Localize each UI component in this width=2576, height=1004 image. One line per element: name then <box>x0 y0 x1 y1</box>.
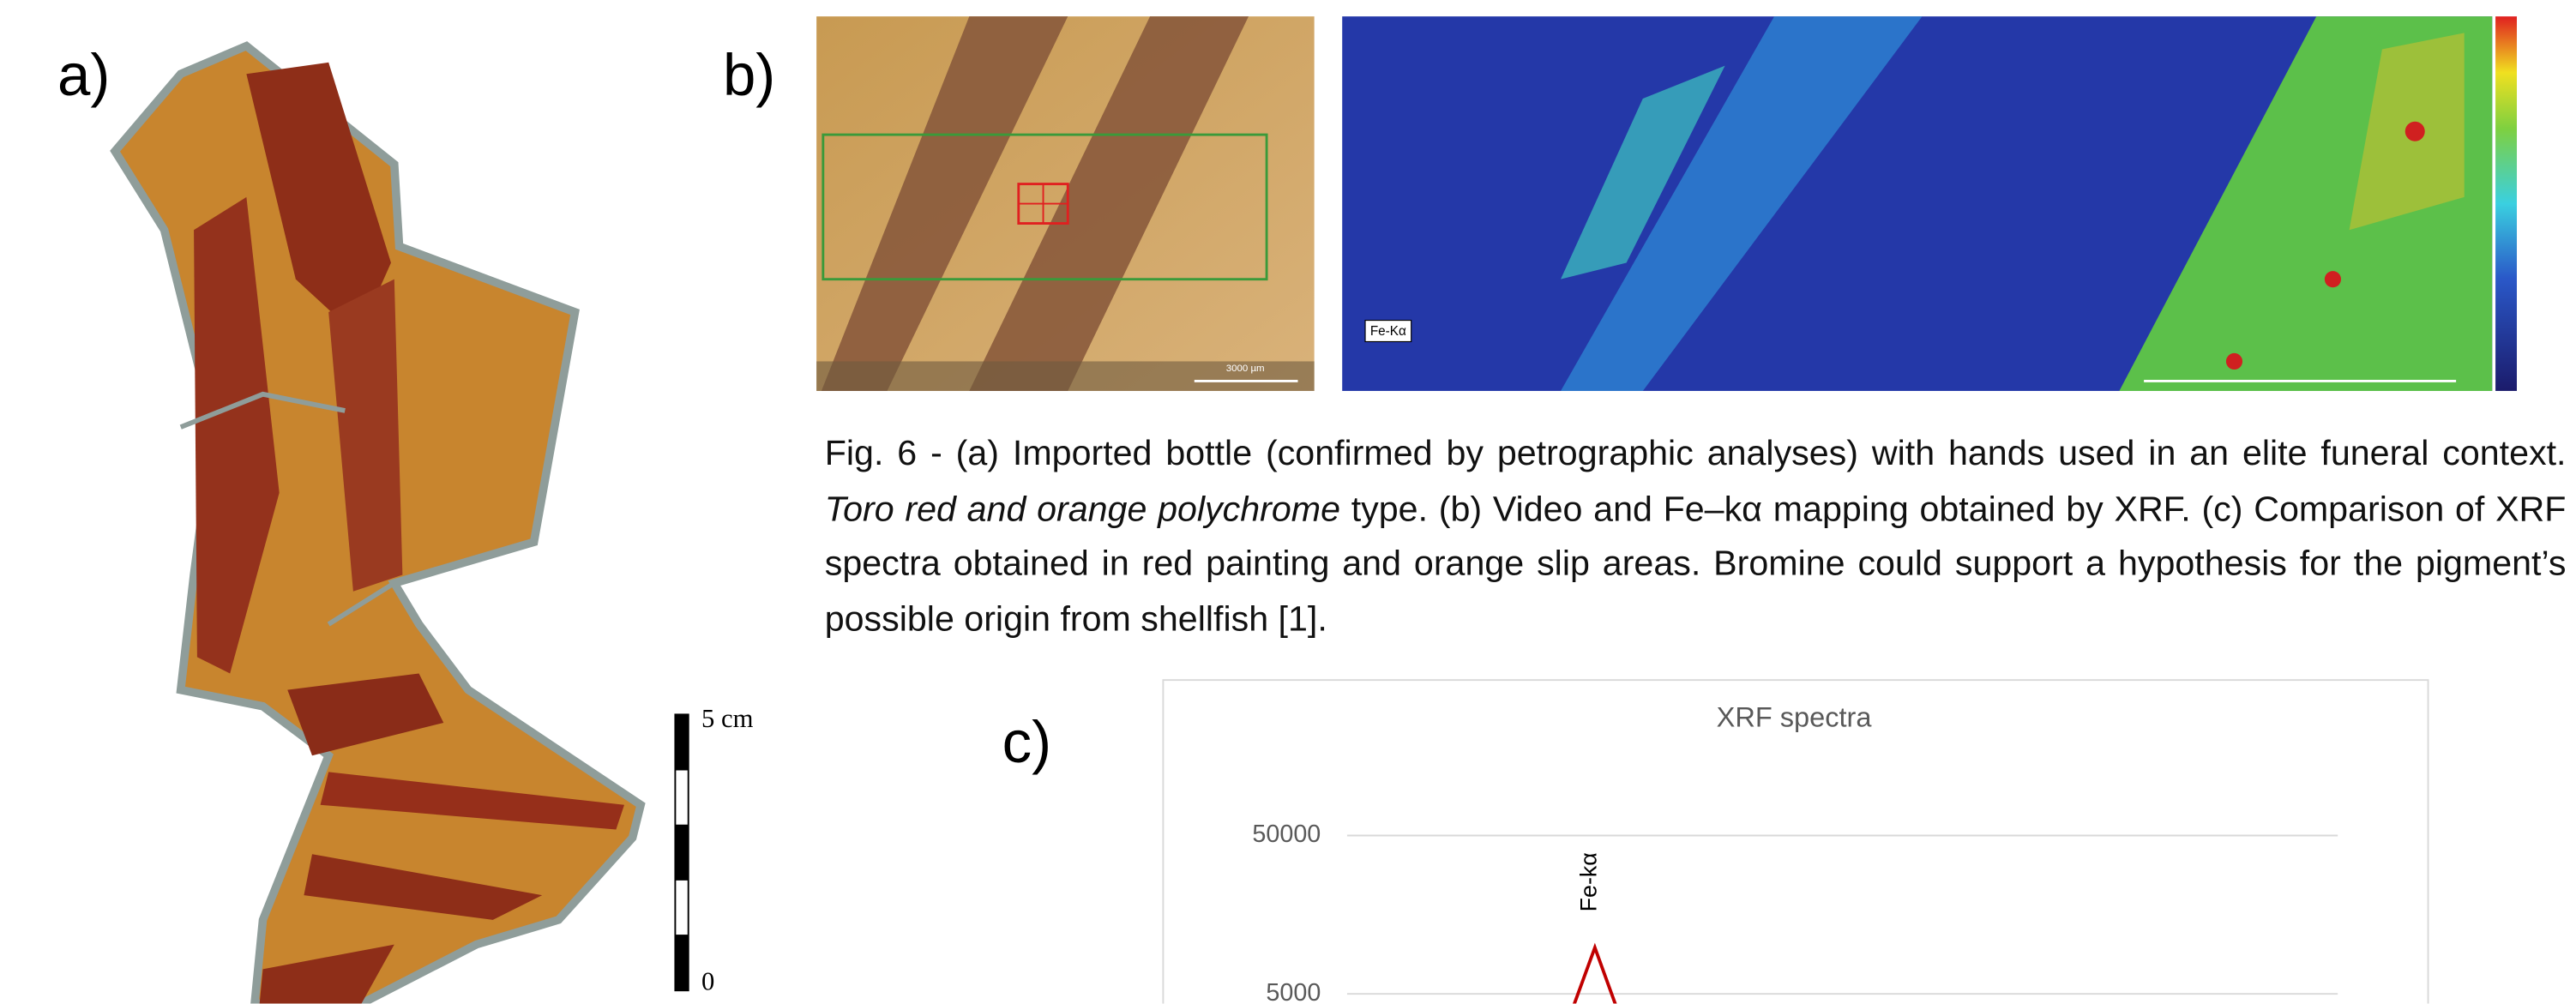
scale-label: 0 <box>701 967 714 996</box>
y-tick-label: 50000 <box>1252 821 1321 848</box>
map-label: Fe-Kα <box>1370 324 1406 339</box>
chart: 5000 50000 Fe-kα <box>1252 821 2338 1004</box>
scale-label: 5 cm <box>701 704 754 733</box>
caption-text: Fig. 6 - (a) Imported bottle (confirmed … <box>824 433 2567 473</box>
y-tick-label: 5000 <box>1266 979 1321 1004</box>
chart-title: XRF spectra <box>1717 702 1873 733</box>
panel-label: c) <box>1002 709 1051 775</box>
scale-bar <box>674 713 689 992</box>
caption-italic: Toro red and orange polychrome <box>824 488 1340 528</box>
micrograph-scale: 3000 µm <box>1226 364 1265 374</box>
peak-annotation: Fe-kα <box>1576 852 1602 911</box>
caption-text: type. (b) Video and Fe–kα mapping obtain… <box>824 488 2567 639</box>
caption: Fig. 6 - (a) Imported bottle (confirmed … <box>825 427 2567 647</box>
micrograph <box>816 16 1315 391</box>
panel-label: a) <box>57 42 110 108</box>
panel-label: b) <box>723 42 775 108</box>
chart-frame <box>1162 679 2429 1004</box>
fe-map <box>1342 16 2518 391</box>
pottery-photo <box>110 41 646 1004</box>
